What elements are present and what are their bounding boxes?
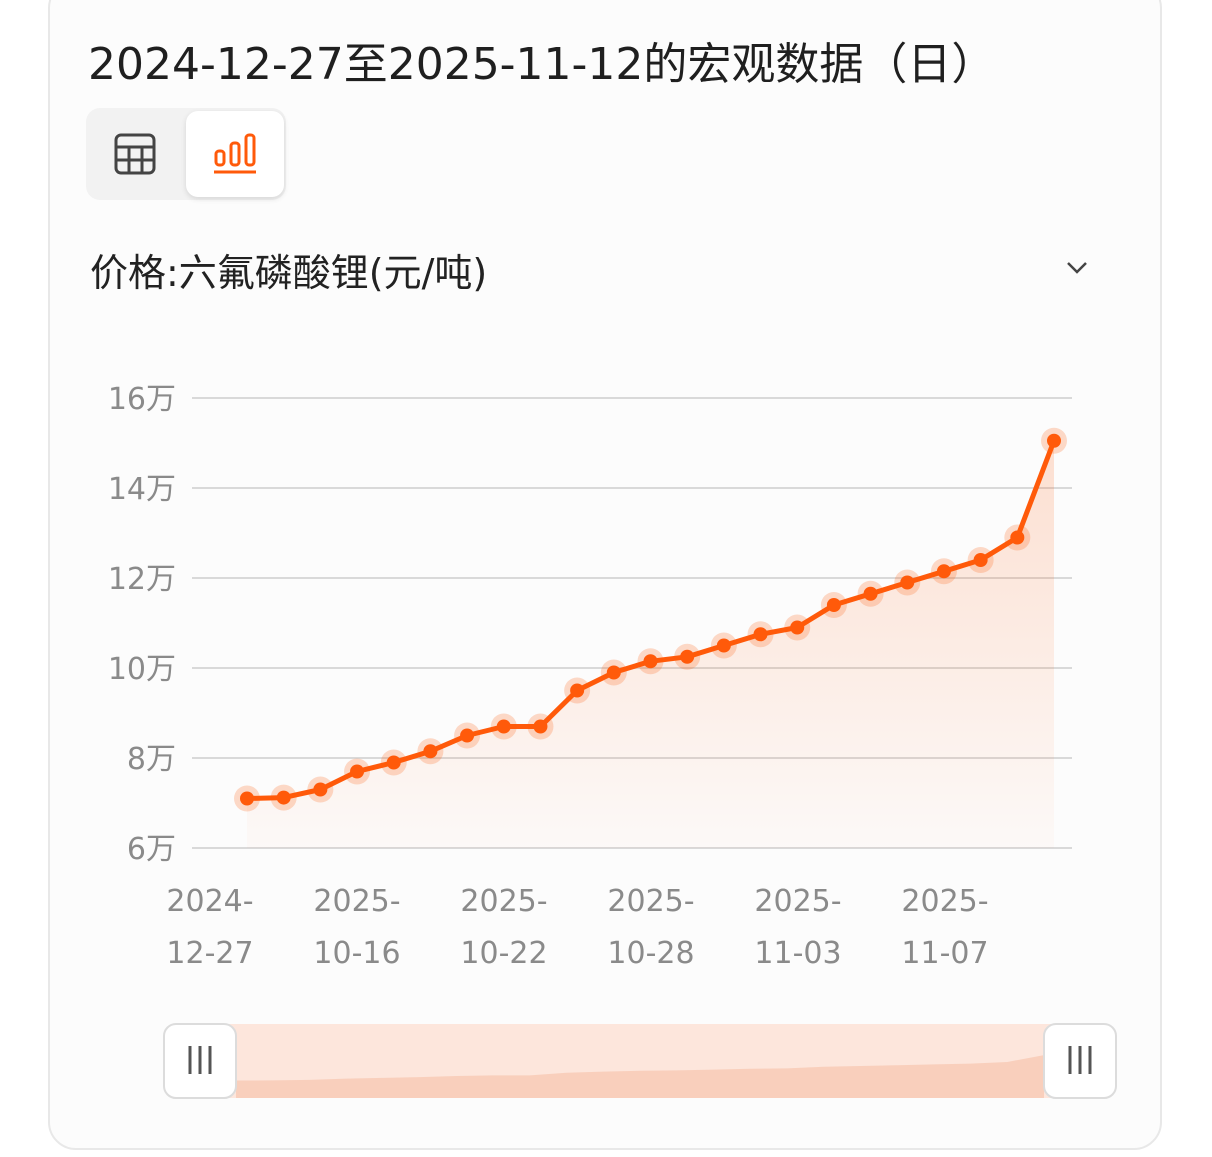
- data-point[interactable]: [527, 713, 554, 740]
- data-point[interactable]: [380, 749, 407, 776]
- x-tick-label: 2025-: [754, 884, 841, 919]
- zoom-slider-preview: [236, 1055, 1044, 1098]
- bar-chart-icon: [214, 133, 256, 174]
- chart-view-button[interactable]: [186, 111, 284, 197]
- data-point[interactable]: [344, 758, 371, 785]
- data-point[interactable]: [967, 547, 994, 573]
- data-point[interactable]: [637, 648, 664, 675]
- data-points: [234, 427, 1067, 812]
- data-point[interactable]: [710, 632, 737, 659]
- x-tick-label: 10-22: [460, 936, 547, 971]
- x-tick-label: 2024-: [166, 884, 253, 919]
- data-point[interactable]: [490, 713, 517, 740]
- page-title: 2024-12-27至2025-11-12的宏观数据（日）: [88, 39, 996, 90]
- data-point[interactable]: [564, 677, 591, 704]
- view-switch: [86, 108, 286, 200]
- data-point[interactable]: [784, 614, 811, 641]
- x-tick-label: 2025-: [901, 884, 988, 919]
- table-icon: [114, 133, 156, 175]
- data-point[interactable]: [747, 621, 774, 648]
- data-point[interactable]: [674, 643, 701, 670]
- zoom-slider[interactable]: [163, 1023, 1117, 1099]
- y-tick-label: 14万: [108, 472, 176, 507]
- x-tick-label: 11-07: [901, 936, 988, 971]
- chevron-down-icon[interactable]: [1064, 258, 1090, 278]
- y-tick-label: 8万: [127, 742, 176, 777]
- x-tick-label: 2025-: [313, 884, 400, 919]
- data-point[interactable]: [894, 569, 921, 596]
- data-point[interactable]: [1041, 427, 1067, 454]
- table-view-button[interactable]: [86, 111, 184, 197]
- x-axis: 2024- 12-27 2025- 10-16 2025- 10-22 2025- 10-28…: [166, 884, 988, 971]
- x-tick-label: 11-03: [754, 936, 841, 971]
- y-axis: 6万 8万 10万 12万 14万 16万: [108, 382, 176, 867]
- data-point[interactable]: [600, 659, 627, 686]
- y-tick-label: 10万: [108, 652, 176, 687]
- data-point[interactable]: [1004, 524, 1031, 551]
- indicator-selector[interactable]: 价格:六氟磷酸锂(元/吨): [90, 251, 488, 295]
- data-point[interactable]: [857, 580, 884, 607]
- x-tick-label: 2025-: [460, 884, 547, 919]
- zoom-handle-left[interactable]: [163, 1023, 237, 1099]
- x-tick-label: 2025-: [607, 884, 694, 919]
- data-point[interactable]: [417, 738, 444, 765]
- x-tick-label: 12-27: [166, 936, 253, 971]
- data-point[interactable]: [820, 592, 847, 618]
- y-tick-label: 6万: [127, 832, 176, 867]
- data-point[interactable]: [307, 776, 334, 803]
- data-point[interactable]: [270, 784, 297, 811]
- zoom-handle-right[interactable]: [1043, 1023, 1117, 1099]
- series-area: [247, 440, 1054, 848]
- x-tick-label: 10-28: [607, 936, 694, 971]
- data-point[interactable]: [930, 558, 957, 585]
- y-tick-label: 12万: [108, 562, 176, 597]
- data-point[interactable]: [454, 722, 481, 749]
- y-tick-label: 16万: [108, 382, 176, 417]
- data-point[interactable]: [234, 785, 260, 812]
- x-tick-label: 10-16: [313, 936, 400, 971]
